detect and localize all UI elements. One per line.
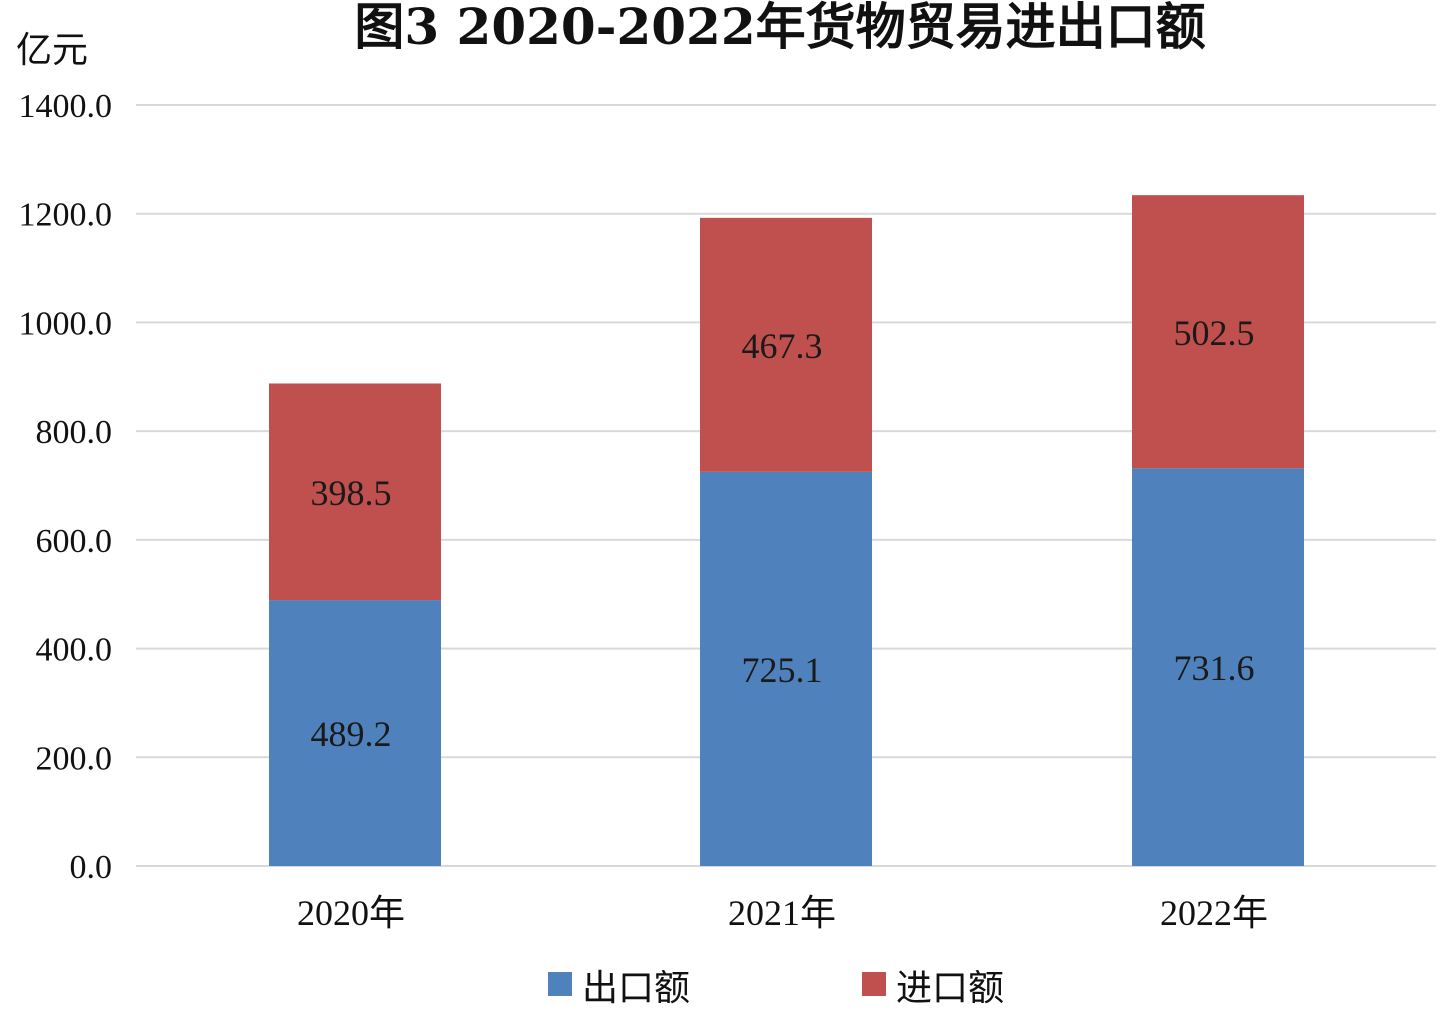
legend-swatch: [862, 972, 886, 996]
y-tick-label: 800.0: [36, 414, 113, 451]
bar-segment: [1132, 468, 1304, 866]
y-axis-ticks: 0.0 200.0 400.0 600.0 800.0 1000.0 1200.0 1400.…: [19, 88, 113, 886]
bar-segment: [700, 217, 872, 472]
data-label: 489.2: [311, 714, 392, 754]
y-tick-label: 400.0: [36, 632, 113, 669]
y-axis-unit-label: 亿元: [16, 30, 88, 71]
data-label: 398.5: [311, 473, 392, 513]
bar-segment: [269, 600, 441, 866]
x-category-label: 2021年: [728, 893, 836, 933]
legend-swatch: [548, 972, 572, 996]
bars: [269, 195, 1304, 866]
legend-label: 出口额: [582, 968, 690, 1009]
chart-title: 图3 2020-2022年货物贸易进出口额: [354, 0, 1205, 56]
legend-label: 进口额: [896, 968, 1004, 1009]
bar-segment: [269, 383, 441, 601]
data-label: 502.5: [1174, 313, 1255, 353]
bar-segment: [700, 471, 872, 866]
y-tick-label: 200.0: [36, 740, 113, 777]
x-axis-categories: 2020年 2021年 2022年: [297, 893, 1268, 933]
data-labels: 489.2 398.5 725.1 467.3 731.6 502.5: [311, 313, 1255, 754]
y-tick-label: 600.0: [36, 523, 113, 560]
x-category-label: 2022年: [1160, 893, 1268, 933]
legend: 出口额 进口额: [548, 968, 1004, 1009]
data-label: 725.1: [742, 650, 823, 690]
bar-segment: [1132, 195, 1304, 469]
y-tick-label: 0.0: [70, 849, 113, 886]
y-tick-label: 1400.0: [19, 88, 113, 125]
data-label: 467.3: [742, 326, 823, 366]
y-tick-label: 1000.0: [19, 305, 113, 342]
x-category-label: 2020年: [297, 893, 405, 933]
data-label: 731.6: [1174, 648, 1255, 688]
y-tick-label: 1200.0: [19, 197, 113, 234]
